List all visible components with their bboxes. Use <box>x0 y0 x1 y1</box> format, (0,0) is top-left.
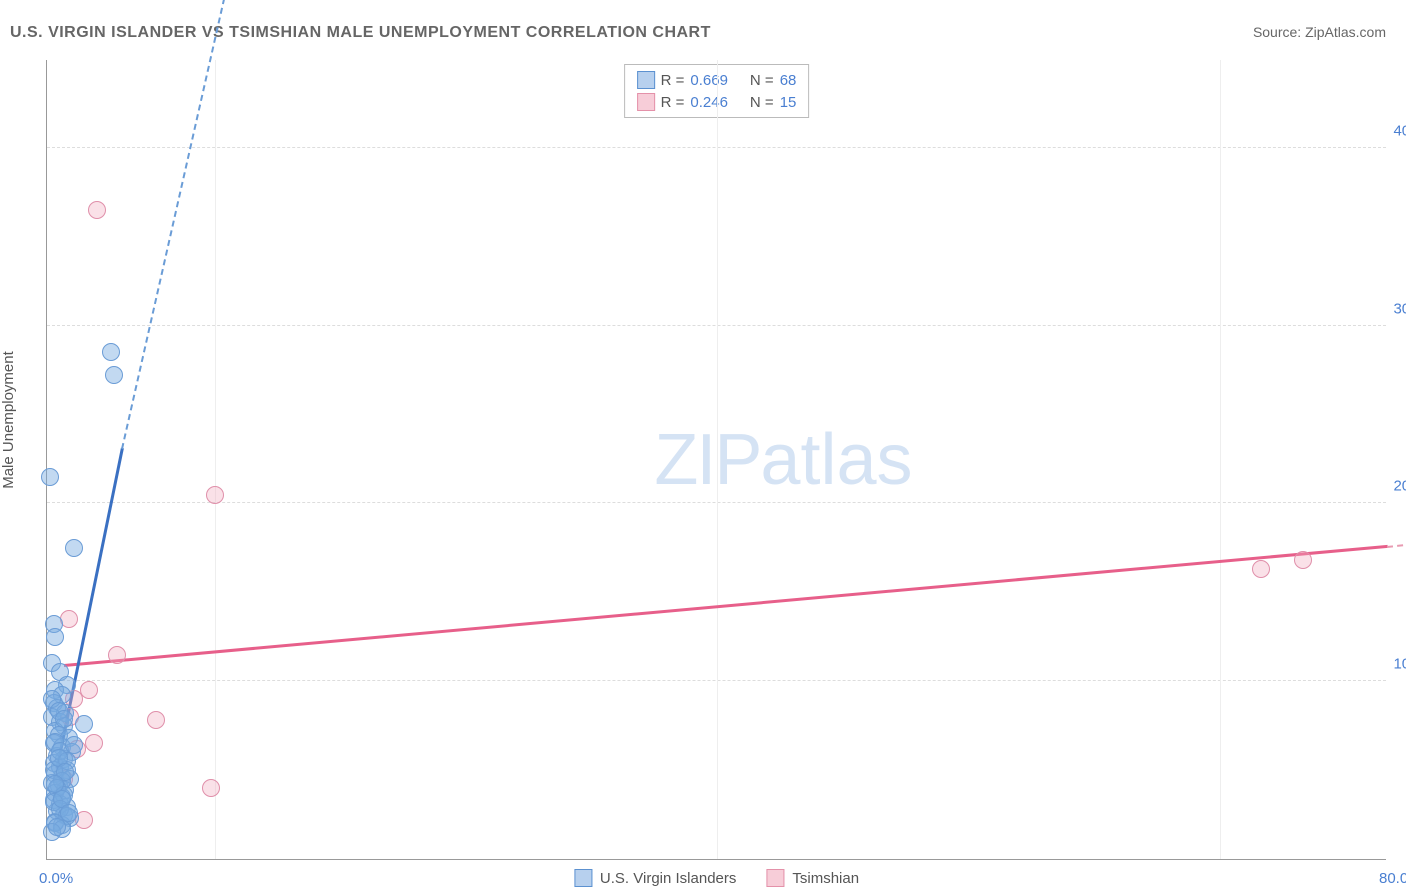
data-point <box>65 539 83 557</box>
trend-line <box>64 545 1388 667</box>
gridline-vertical <box>215 60 216 859</box>
n-label: N = <box>750 72 774 89</box>
y-axis-label: Male Unemployment <box>0 351 17 489</box>
r-value: 0.246 <box>690 94 728 111</box>
data-point <box>206 486 224 504</box>
legend-label: Tsimshian <box>792 870 859 887</box>
y-tick-label: 10.0% <box>1391 656 1406 673</box>
series-legend: U.S. Virgin Islanders Tsimshian <box>574 869 859 887</box>
data-point <box>88 201 106 219</box>
y-tick-label: 40.0% <box>1391 122 1406 139</box>
r-value: 0.669 <box>690 72 728 89</box>
watermark: ZIPatlas <box>654 419 912 501</box>
data-point <box>48 818 66 836</box>
scatter-plot-area: ZIPatlas R =0.669N =68R =0.246N =15 U.S.… <box>46 60 1386 860</box>
legend-label: U.S. Virgin Islanders <box>600 870 736 887</box>
legend-item: Tsimshian <box>766 869 859 887</box>
source-attribution: Source: ZipAtlas.com <box>1253 24 1386 40</box>
data-point <box>41 468 59 486</box>
trend-line <box>1387 539 1406 548</box>
y-tick-label: 20.0% <box>1391 478 1406 495</box>
watermark-zip: ZIP <box>654 420 760 500</box>
chart-title: U.S. VIRGIN ISLANDER VS TSIMSHIAN MALE U… <box>10 24 711 42</box>
data-point <box>108 646 126 664</box>
data-point <box>102 343 120 361</box>
data-point <box>75 715 93 733</box>
data-point <box>1252 560 1270 578</box>
r-label: R = <box>661 72 685 89</box>
trend-line <box>121 0 232 449</box>
data-point <box>55 710 73 728</box>
legend-swatch <box>637 71 655 89</box>
x-tick-label: 80.0% <box>1379 870 1406 887</box>
data-point <box>65 736 83 754</box>
data-point <box>46 628 64 646</box>
data-point <box>202 779 220 797</box>
watermark-atlas: atlas <box>760 420 912 500</box>
legend-item: U.S. Virgin Islanders <box>574 869 736 887</box>
data-point <box>85 734 103 752</box>
data-point <box>147 711 165 729</box>
n-label: N = <box>750 94 774 111</box>
legend-swatch <box>766 869 784 887</box>
x-tick-label: 0.0% <box>39 870 73 887</box>
data-point <box>105 366 123 384</box>
legend-swatch <box>574 869 592 887</box>
gridline-vertical <box>1220 60 1221 859</box>
n-value: 68 <box>780 72 797 89</box>
source-label: Source: <box>1253 24 1305 40</box>
data-point <box>1294 551 1312 569</box>
n-value: 15 <box>780 94 797 111</box>
source-link[interactable]: ZipAtlas.com <box>1305 24 1386 40</box>
gridline-vertical <box>717 60 718 859</box>
r-label: R = <box>661 94 685 111</box>
y-tick-label: 30.0% <box>1391 300 1406 317</box>
legend-swatch <box>637 93 655 111</box>
